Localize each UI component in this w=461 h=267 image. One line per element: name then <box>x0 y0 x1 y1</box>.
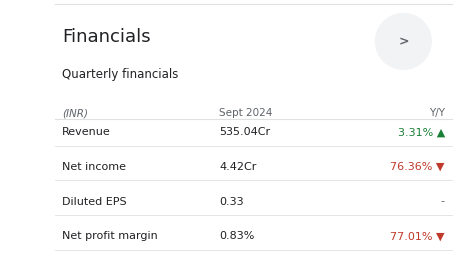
Text: 4.42Cr: 4.42Cr <box>219 162 256 172</box>
Text: 535.04Cr: 535.04Cr <box>219 127 270 137</box>
Text: Net profit margin: Net profit margin <box>62 231 158 241</box>
Text: 76.36% ▼: 76.36% ▼ <box>390 162 445 172</box>
Text: 0.83%: 0.83% <box>219 231 254 241</box>
Text: (INR): (INR) <box>62 108 88 118</box>
Text: >: > <box>398 35 408 48</box>
Text: Quarterly financials: Quarterly financials <box>62 68 178 81</box>
Text: -: - <box>441 197 445 207</box>
Text: Financials: Financials <box>62 28 151 46</box>
Text: 3.31% ▲: 3.31% ▲ <box>398 127 445 137</box>
Text: Net income: Net income <box>62 162 126 172</box>
Text: 0.33: 0.33 <box>219 197 243 207</box>
Ellipse shape <box>375 13 432 70</box>
Text: Revenue: Revenue <box>62 127 111 137</box>
Text: 77.01% ▼: 77.01% ▼ <box>390 231 445 241</box>
Text: Sept 2024: Sept 2024 <box>219 108 272 118</box>
Text: Y/Y: Y/Y <box>429 108 445 118</box>
Text: Diluted EPS: Diluted EPS <box>62 197 127 207</box>
